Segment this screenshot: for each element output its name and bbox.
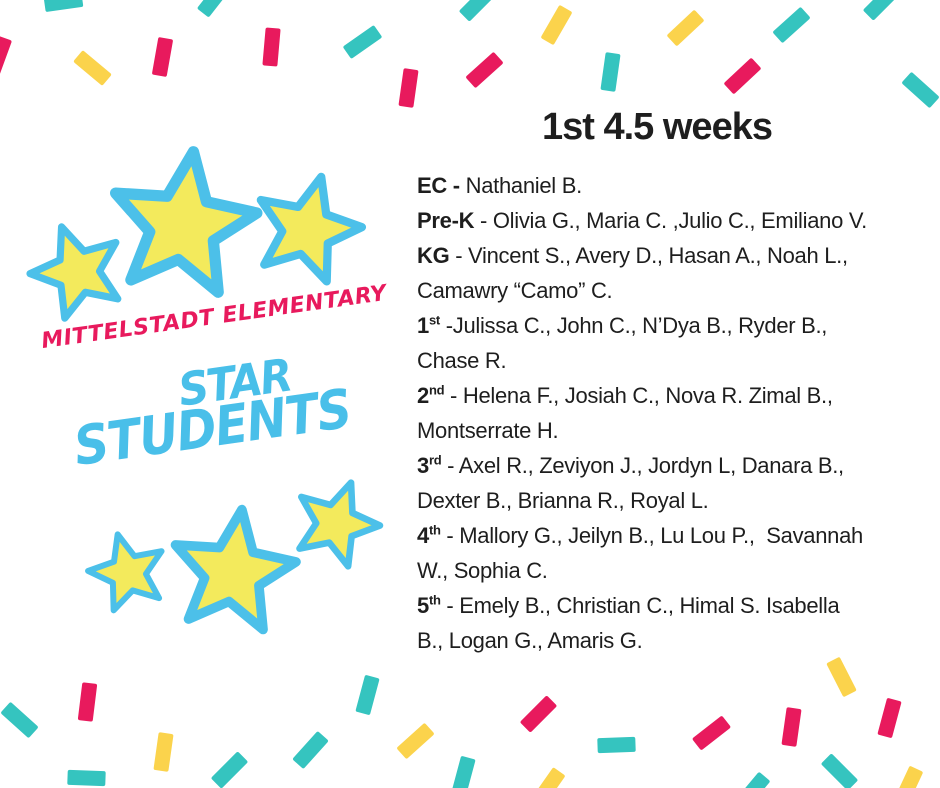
grade-label: 5 bbox=[417, 593, 429, 618]
teal-confetti-piece bbox=[599, 52, 621, 92]
star-icon bbox=[166, 501, 303, 633]
teal-confetti-piece bbox=[210, 751, 248, 788]
pink-confetti-piece bbox=[77, 682, 97, 722]
grade-label: KG bbox=[417, 243, 450, 268]
roster-list: EC - Nathaniel B. Pre-K - Olivia G., Mari… bbox=[417, 168, 940, 658]
pink-confetti-piece bbox=[780, 707, 802, 747]
grade-ordinal-suffix: rd bbox=[428, 452, 442, 468]
star-icon bbox=[285, 468, 391, 571]
roster-line: Pre-K - Olivia G., Maria C. ,Julio C., E… bbox=[417, 203, 940, 238]
teal-confetti-piece bbox=[862, 0, 900, 21]
star-icon bbox=[19, 211, 134, 324]
yellow-confetti-piece bbox=[540, 4, 572, 46]
teal-confetti-piece bbox=[771, 6, 811, 44]
teal-confetti-piece bbox=[354, 674, 380, 716]
pink-confetti-piece bbox=[519, 695, 557, 733]
student-names: - Olivia G., Maria C. ,Julio C., Emilian… bbox=[474, 208, 867, 233]
yellow-confetti-piece bbox=[665, 9, 705, 47]
teal-confetti-piece bbox=[66, 769, 106, 787]
teal-confetti-piece bbox=[820, 753, 858, 788]
teal-confetti-piece bbox=[450, 755, 476, 788]
yellow-confetti-piece bbox=[893, 765, 923, 788]
yellow-confetti-piece bbox=[395, 722, 435, 760]
teal-confetti-piece bbox=[291, 730, 329, 770]
yellow-confetti-piece bbox=[825, 656, 857, 698]
grade-label: EC - bbox=[417, 173, 460, 198]
roster-line: 5th - Emely B., Christian C., Himal S. I… bbox=[417, 588, 940, 658]
grade-ordinal-suffix: nd bbox=[428, 382, 445, 398]
roster-line: 2nd - Helena F., Josiah C., Nova R. Zima… bbox=[417, 378, 940, 448]
teal-confetti-piece bbox=[596, 736, 636, 754]
student-names: -Julissa C., John C., N’Dya B., Ryder B.… bbox=[417, 313, 828, 373]
period-title: 1st 4.5 weeks bbox=[542, 106, 773, 148]
grade-ordinal-suffix: th bbox=[428, 592, 441, 608]
roster-line: 1st -Julissa C., John C., N’Dya B., Ryde… bbox=[417, 308, 940, 378]
student-names: - Axel R., Zeviyon J., Jordyn L, Danara … bbox=[417, 453, 844, 513]
yellow-confetti-piece bbox=[152, 732, 174, 772]
student-names: - Helena F., Josiah C., Nova R. Zimal B.… bbox=[417, 383, 833, 443]
star-icon bbox=[81, 525, 173, 615]
star-icon bbox=[245, 163, 372, 286]
roster-panel: 1st 4.5 weeks EC - Nathaniel B. Pre-K - O… bbox=[417, 104, 940, 658]
yellow-confetti-piece bbox=[530, 767, 566, 788]
student-names: - Vincent S., Avery D., Hasan A., Noah L… bbox=[417, 243, 848, 303]
roster-line: 3rd - Axel R., Zeviyon J., Jordyn L, Dan… bbox=[417, 448, 940, 518]
pink-confetti-piece bbox=[722, 57, 762, 95]
grade-ordinal-suffix: th bbox=[428, 522, 441, 538]
student-names: - Mallory G., Jeilyn B., Lu Lou P., Sava… bbox=[417, 523, 863, 583]
teal-confetti-piece bbox=[900, 71, 940, 109]
roster-line: EC - Nathaniel B. bbox=[417, 168, 940, 203]
roster-line: KG - Vincent S., Avery D., Hasan A., Noa… bbox=[417, 238, 940, 308]
teal-confetti-piece bbox=[734, 771, 770, 788]
star-icon bbox=[104, 142, 264, 296]
grade-label: Pre-K bbox=[417, 208, 475, 233]
pink-confetti-piece bbox=[691, 715, 731, 751]
grade-label: 4 bbox=[417, 523, 429, 548]
student-names: - Emely B., Christian C., Himal S. Isabe… bbox=[417, 593, 840, 653]
grade-label: 1 bbox=[417, 313, 429, 338]
teal-confetti-piece bbox=[458, 0, 496, 22]
pink-confetti-piece bbox=[876, 697, 902, 739]
student-names: Nathaniel B. bbox=[459, 173, 583, 198]
grade-label: 2 bbox=[417, 383, 429, 408]
roster-line: 4th - Mallory G., Jeilyn B., Lu Lou P., … bbox=[417, 518, 940, 588]
pink-confetti-piece bbox=[464, 51, 504, 89]
teal-confetti-piece bbox=[0, 701, 39, 739]
grade-label: 3 bbox=[417, 453, 429, 478]
grade-ordinal-suffix: st bbox=[428, 312, 440, 328]
